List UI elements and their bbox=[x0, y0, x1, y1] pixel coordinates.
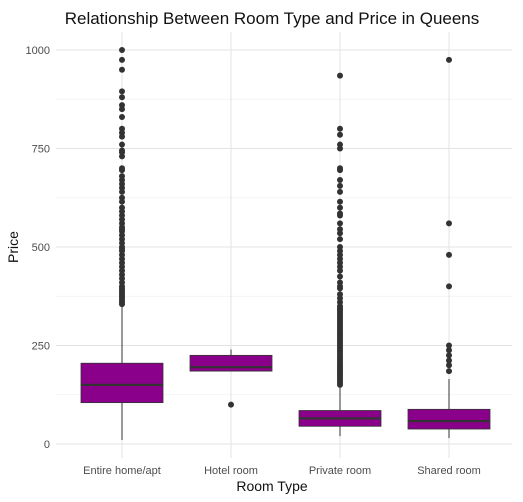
x-tick-label: Entire home/apt bbox=[83, 465, 161, 477]
outlier-point bbox=[446, 362, 452, 369]
outlier-point bbox=[119, 88, 125, 95]
box-shared-room bbox=[407, 56, 491, 439]
outlier-point bbox=[119, 47, 125, 53]
outlier-point bbox=[119, 198, 125, 205]
outlier-point bbox=[446, 368, 452, 375]
outlier-point bbox=[337, 236, 343, 243]
outlier-point bbox=[119, 153, 125, 160]
y-tick-label: 750 bbox=[32, 144, 50, 156]
outlier-point bbox=[337, 72, 343, 79]
outlier-point bbox=[337, 220, 343, 227]
outlier-point bbox=[337, 177, 343, 184]
outlier-point bbox=[119, 113, 125, 120]
y-axis-ticks: 0 250 500 750 1000 bbox=[26, 45, 50, 451]
outlier-point bbox=[337, 381, 343, 388]
box-hotel-room bbox=[189, 349, 273, 408]
outlier-point bbox=[228, 401, 234, 408]
y-tick-label: 250 bbox=[32, 341, 50, 353]
outlier-point bbox=[119, 106, 125, 113]
x-tick-label: Private room bbox=[309, 465, 371, 477]
y-tick-label: 1000 bbox=[26, 45, 50, 57]
box-entire-home-apt bbox=[80, 47, 164, 441]
outlier-point bbox=[119, 167, 125, 174]
outlier-point bbox=[337, 188, 343, 195]
outlier-point bbox=[446, 56, 452, 63]
outlier-point bbox=[119, 66, 125, 73]
outlier-point bbox=[337, 167, 343, 174]
outlier-point bbox=[119, 133, 125, 140]
chart-title: Relationship Between Room Type and Price… bbox=[65, 9, 480, 28]
outlier-point bbox=[337, 285, 343, 292]
x-axis-title: Room Type bbox=[236, 478, 308, 494]
outlier-point bbox=[119, 301, 125, 308]
outlier-point bbox=[337, 125, 343, 132]
outlier-point bbox=[446, 342, 452, 349]
x-axis-ticks: Entire home/apt Hotel room Private room Sha… bbox=[83, 465, 481, 477]
outlier-point bbox=[337, 267, 343, 274]
box-body bbox=[407, 408, 491, 430]
box-body bbox=[189, 354, 273, 372]
box-body bbox=[80, 362, 164, 404]
y-tick-label: 0 bbox=[44, 439, 50, 451]
box-private-room bbox=[298, 72, 382, 437]
outlier-point bbox=[337, 145, 343, 152]
outlier-point bbox=[337, 273, 343, 280]
outlier-point bbox=[119, 94, 125, 101]
outlier-point bbox=[446, 283, 452, 290]
x-tick-label: Shared room bbox=[417, 465, 481, 477]
outlier-point bbox=[337, 212, 343, 219]
outlier-point bbox=[119, 141, 125, 148]
outlier-point bbox=[337, 182, 343, 189]
outlier-point bbox=[337, 230, 343, 237]
y-tick-label: 500 bbox=[32, 242, 50, 254]
outlier-point bbox=[119, 188, 125, 195]
box-series bbox=[80, 47, 491, 441]
y-axis-title: Price bbox=[5, 231, 21, 263]
outlier-point bbox=[337, 198, 343, 205]
outlier-point bbox=[446, 352, 452, 359]
outlier-point bbox=[337, 204, 343, 211]
outlier-point bbox=[337, 131, 343, 138]
outlier-point bbox=[446, 357, 452, 364]
outlier-point bbox=[446, 220, 452, 227]
outlier-point bbox=[446, 251, 452, 258]
x-tick-label: Hotel room bbox=[204, 465, 258, 477]
outlier-point bbox=[446, 347, 452, 354]
outlier-point bbox=[119, 56, 125, 63]
